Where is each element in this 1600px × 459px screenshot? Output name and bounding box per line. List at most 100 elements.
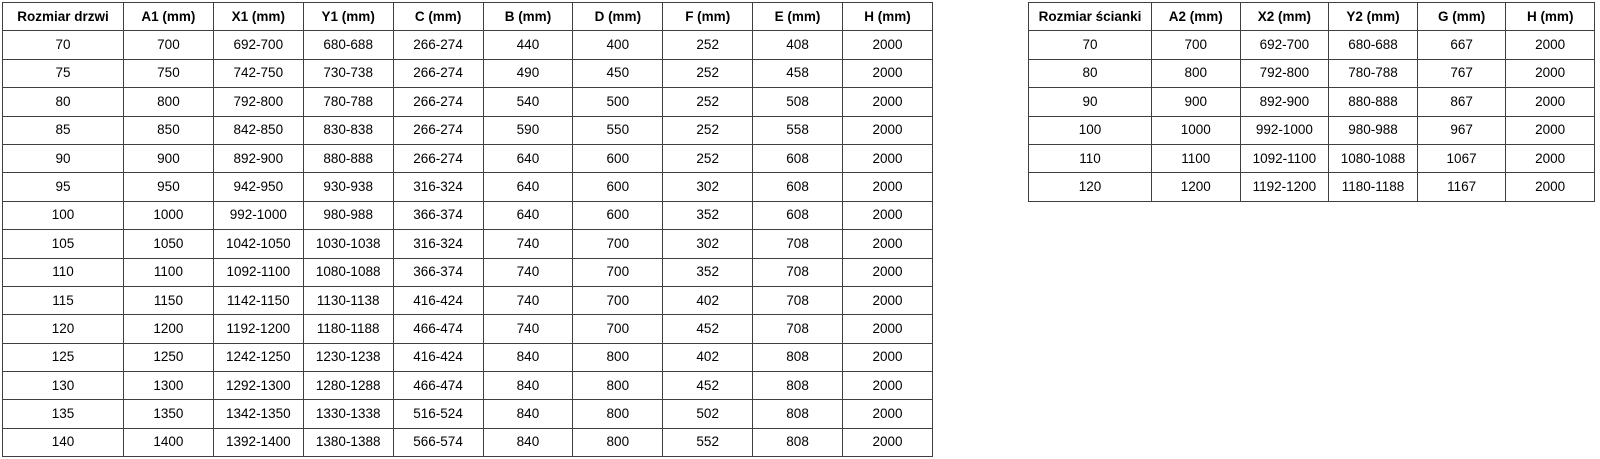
table-cell: 2000 [842, 200, 933, 231]
table-cell: 2000 [842, 229, 933, 259]
table-cell: 458 [752, 58, 843, 89]
column-header: D (mm) [572, 1, 664, 32]
table-cell: 1030-1038 [302, 229, 394, 259]
table-cell: 850 [123, 115, 214, 145]
table-cell: 708 [752, 285, 843, 316]
table-cell: 708 [752, 314, 843, 344]
table-cell: 808 [752, 399, 843, 429]
table-cell: 452 [662, 371, 754, 401]
table-row: 120 1200 1192-1200 1180-1188 466-474 740 700 45… [2, 314, 933, 344]
table-cell: 608 [752, 143, 843, 174]
table-cell: 1167 [1416, 172, 1507, 202]
table-cell: 2000 [842, 58, 933, 89]
table-cell: 808 [752, 342, 843, 373]
table-cell: 466-474 [392, 371, 484, 401]
table-cell: 120 [1028, 172, 1152, 202]
table-cell: 700 [572, 257, 664, 287]
table-cell: 1100 [123, 257, 214, 287]
column-header: X1 (mm) [212, 1, 304, 32]
table-cell: 352 [662, 200, 754, 231]
table-cell: 800 [1151, 58, 1241, 89]
table-cell: 2000 [842, 399, 933, 429]
column-header: A2 (mm) [1151, 1, 1241, 32]
table-cell: 416-424 [392, 285, 484, 316]
table-cell: 950 [123, 172, 214, 202]
table-cell: 680-688 [1328, 30, 1418, 60]
table-cell: 1050 [123, 229, 214, 259]
table-cell: 2000 [842, 371, 933, 401]
table-cell: 508 [752, 87, 843, 117]
table-cell: 2000 [1505, 87, 1595, 117]
table-cell: 2000 [1505, 172, 1595, 202]
header-row: Rozmiar drzwi A1 (mm) X1 (mm) Y1 (mm) C (mm)… [2, 1, 933, 32]
table-cell: 1180-1188 [302, 314, 394, 344]
column-header: E (mm) [752, 1, 843, 32]
table-cell: 266-274 [392, 58, 484, 89]
table-cell: 100 [2, 200, 124, 231]
table-cell: 1092-1100 [212, 257, 304, 287]
table-cell: 490 [482, 58, 574, 89]
table-cell: 800 [572, 342, 664, 373]
table-cell: 880-888 [1328, 87, 1418, 117]
table-cell: 2000 [842, 427, 933, 458]
table-cell: 842-850 [212, 115, 304, 145]
table-cell: 2000 [842, 172, 933, 202]
table-cell: 780-788 [1328, 58, 1418, 89]
table-cell: 70 [2, 30, 124, 60]
table-cell: 252 [662, 58, 754, 89]
table-cell: 450 [572, 58, 664, 89]
table-cell: 125 [2, 342, 124, 373]
table-cell: 110 [2, 257, 124, 287]
table-cell: 140 [2, 427, 124, 458]
table-cell: 992-1000 [212, 200, 304, 231]
table-cell: 692-700 [212, 30, 304, 60]
table-cell: 2000 [842, 115, 933, 145]
table-cell: 2000 [842, 87, 933, 117]
table-cell: 2000 [1505, 58, 1595, 89]
table-cell: 600 [572, 143, 664, 174]
wall-size-table: Rozmiar ścianki A2 (mm) X2 (mm) Y2 (mm) G (m… [1028, 1, 1595, 202]
table-cell: 80 [1028, 58, 1152, 89]
table-cell: 840 [482, 399, 574, 429]
table-cell: 2000 [1505, 143, 1595, 174]
table-row: 110 1100 1092-1100 1080-1088 1067 2000 [1028, 143, 1595, 174]
table-cell: 2000 [842, 143, 933, 174]
table-cell: 130 [2, 371, 124, 401]
table-cell: 2000 [842, 285, 933, 316]
table-cell: 252 [662, 30, 754, 60]
table-cell: 867 [1416, 87, 1507, 117]
table-cell: 552 [662, 427, 754, 458]
table-cell: 700 [572, 229, 664, 259]
table-row: 120 1200 1192-1200 1180-1188 1167 2000 [1028, 172, 1595, 202]
table-cell: 566-574 [392, 427, 484, 458]
table-cell: 1192-1200 [1239, 172, 1330, 202]
table-row: 90 900 892-900 880-888 867 2000 [1028, 87, 1595, 117]
table-cell: 416-424 [392, 342, 484, 373]
table-cell: 600 [572, 200, 664, 231]
table-cell: 1042-1050 [212, 229, 304, 259]
table-row: 130 1300 1292-1300 1280-1288 466-474 840 800 45… [2, 371, 933, 401]
table-cell: 558 [752, 115, 843, 145]
table-cell: 800 [572, 371, 664, 401]
table-cell: 1000 [1151, 115, 1241, 145]
column-header: C (mm) [392, 1, 484, 32]
table-cell: 700 [572, 285, 664, 316]
table-cell: 967 [1416, 115, 1507, 145]
table-cell: 742-750 [212, 58, 304, 89]
table-cell: 352 [662, 257, 754, 287]
table-row: 100 1000 992-1000 980-988 366-374 640 600 352 60… [2, 200, 933, 231]
table-cell: 590 [482, 115, 574, 145]
table-cell: 2000 [1505, 115, 1595, 145]
table-cell: 800 [572, 399, 664, 429]
table-cell: 700 [123, 30, 214, 60]
table-cell: 302 [662, 229, 754, 259]
table-cell: 840 [482, 427, 574, 458]
table-cell: 1142-1150 [212, 285, 304, 316]
table-cell: 640 [482, 200, 574, 231]
table-cell: 316-324 [392, 172, 484, 202]
table-row: 75 750 742-750 730-738 266-274 490 450 252 458 20… [2, 58, 933, 89]
table-cell: 302 [662, 172, 754, 202]
table-cell: 740 [482, 285, 574, 316]
table-cell: 1280-1288 [302, 371, 394, 401]
table-cell: 540 [482, 87, 574, 117]
